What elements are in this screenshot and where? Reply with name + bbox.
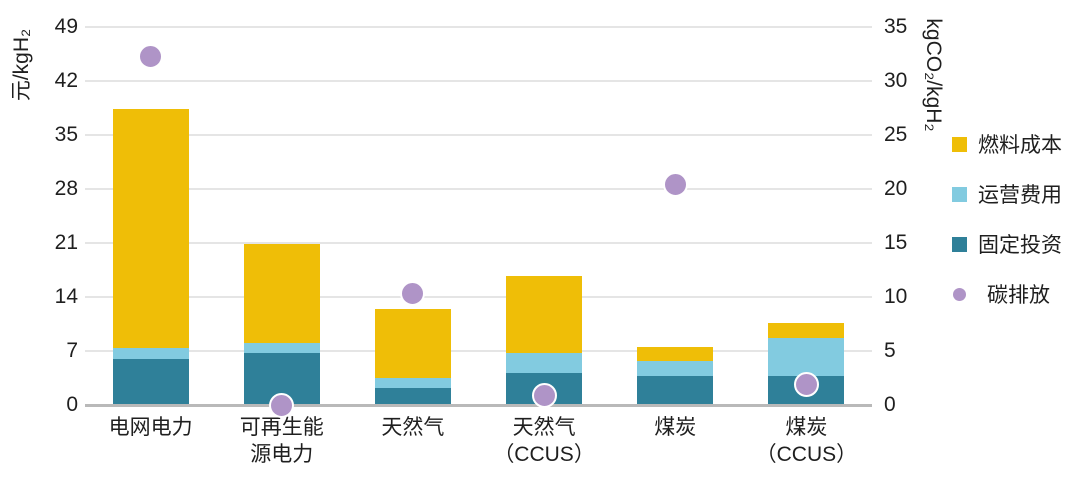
left-tick-label: 0 [66,393,78,416]
bar-3 [374,27,451,405]
bar-6 [768,27,845,405]
left-tick-label: 7 [66,339,78,362]
gridline [85,350,872,352]
bar-1 [112,27,189,405]
legend-square-marker [952,136,967,152]
gridline [85,26,872,28]
right-tick-label: 20 [884,177,908,200]
gridline [85,188,872,190]
gridline [85,296,872,298]
bar-segment [374,388,451,405]
right-tick-label: 15 [884,231,908,254]
category-label: 天然气 （CCUS） [493,416,595,466]
legend-item: 固定投资 [952,228,1062,260]
category-axis-labels: 电网电力 可再生能 源电力 天然气 天然气 （CCUS） 煤炭 煤炭 （CCUS） [85,414,872,474]
right-tick-label: 30 [884,69,908,92]
legend-item: 碳排放 [952,278,1050,310]
category-label: 可再生能 源电力 [239,416,324,466]
left-tick-label: 35 [54,123,78,146]
bar-segment [243,243,320,344]
carbon-emission-dot [138,43,164,69]
left-tick-label: 14 [54,285,78,308]
bar-4 [506,27,583,405]
category-label: 煤炭 （CCUS） [755,416,858,466]
legend-label: 碳排放 [987,284,1050,307]
category-label: 煤炭 [654,416,697,439]
carbon-emission-dot [400,281,426,307]
bar-segment [374,378,451,389]
bar-segment [506,352,583,374]
category-label: 电网电力 [108,416,193,439]
left-tick-label: 28 [54,177,78,200]
right-tick-label: 25 [884,123,908,146]
legend-circle-marker [953,287,966,301]
bar-segment [112,358,189,405]
legend-square-marker [952,186,967,202]
bar-segment [637,375,714,405]
bar-5 [637,27,714,405]
right-tick-label: 0 [884,393,896,416]
carbon-emission-dot [531,382,557,408]
carbon-emission-dot [662,172,688,198]
legend-label: 固定投资 [978,234,1062,257]
left-tick-label: 21 [54,231,78,254]
bar-2 [243,27,320,405]
carbon-emission-dot [269,392,295,418]
bar-segment [768,337,845,376]
bar-segment [637,361,714,376]
gridline [85,134,872,136]
carbon-emission-dot [793,371,819,397]
bar-segment [637,347,714,362]
category-label: 天然气 [381,416,445,439]
plot-area [85,26,872,418]
right-tick-label: 35 [884,15,908,38]
legend-label: 燃料成本 [978,134,1062,157]
right-tick-label: 5 [884,339,896,362]
gridline [85,242,872,244]
bar-segment [506,276,583,353]
right-tick-label: 10 [884,285,908,308]
bar-segment [243,343,320,353]
legend-item: 运营费用 [952,178,1062,210]
left-tick-label: 42 [54,69,78,92]
legend-item: 燃料成本 [952,128,1062,160]
bar-segment [768,323,845,338]
bar-segment [112,108,189,348]
gridline [85,80,872,82]
bar-segment [112,347,189,359]
legend-square-marker [952,236,967,252]
x-axis-zero-line [85,404,872,407]
bar-segment [374,309,451,378]
legend-label: 运营费用 [978,184,1062,207]
left-tick-label: 49 [54,15,78,38]
